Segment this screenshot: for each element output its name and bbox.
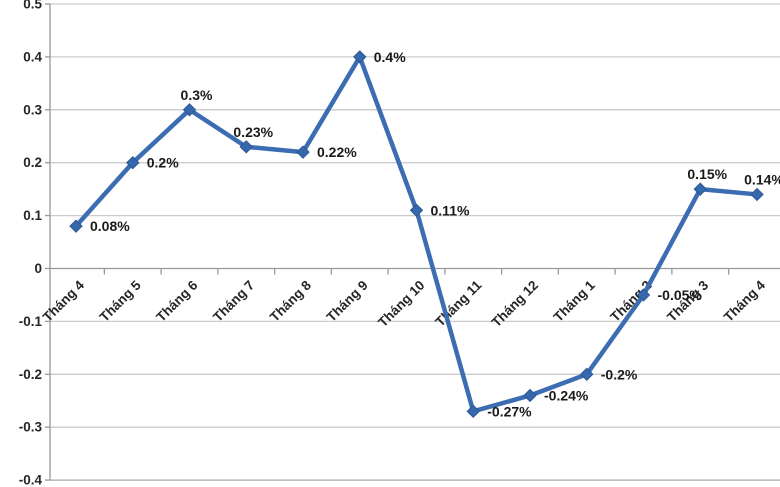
y-axis-label: -0.2 (19, 367, 42, 382)
y-axis-label: -0.4 (19, 473, 43, 487)
data-point-marker (409, 203, 424, 218)
data-point-label: 0.14% (744, 171, 780, 187)
data-point-marker (182, 103, 197, 117)
data-point-marker (693, 182, 707, 196)
data-point-marker (636, 288, 651, 302)
data-point-label: -0.24% (544, 387, 589, 403)
data-point-marker (239, 140, 253, 154)
y-axis-label: -0.1 (19, 314, 43, 329)
data-point-label: 0.08% (90, 218, 130, 234)
data-point-marker (69, 219, 83, 233)
data-point-marker (126, 155, 140, 170)
data-point-label: 0.3% (181, 87, 213, 103)
y-axis-label: -0.3 (19, 420, 43, 435)
y-axis-label: 0.1 (23, 208, 42, 223)
data-point-label: 0.4% (374, 49, 406, 65)
data-point-marker (580, 367, 594, 382)
data-point-marker (523, 388, 537, 403)
y-axis-label: 0 (34, 261, 42, 276)
data-point-label: 0.2% (147, 155, 179, 171)
data-point-label: 0.22% (317, 144, 357, 160)
data-point-label: 0.15% (687, 166, 727, 182)
data-point-marker (750, 187, 764, 202)
y-axis-label: 0.5 (23, 0, 42, 12)
y-axis-label: 0.2 (23, 155, 42, 170)
data-point-label: 0.23% (233, 124, 273, 140)
data-point-marker (353, 50, 367, 64)
data-point-marker (466, 404, 480, 419)
y-axis-label: 0.4 (23, 49, 42, 64)
data-point-label: -0.27% (487, 403, 532, 419)
data-point-label: 0.11% (431, 202, 470, 218)
data-point-label: -0.05% (658, 287, 703, 303)
data-point-label: -0.2% (601, 366, 638, 382)
y-axis-label: 0.3 (23, 102, 42, 117)
data-point-marker (296, 145, 310, 159)
